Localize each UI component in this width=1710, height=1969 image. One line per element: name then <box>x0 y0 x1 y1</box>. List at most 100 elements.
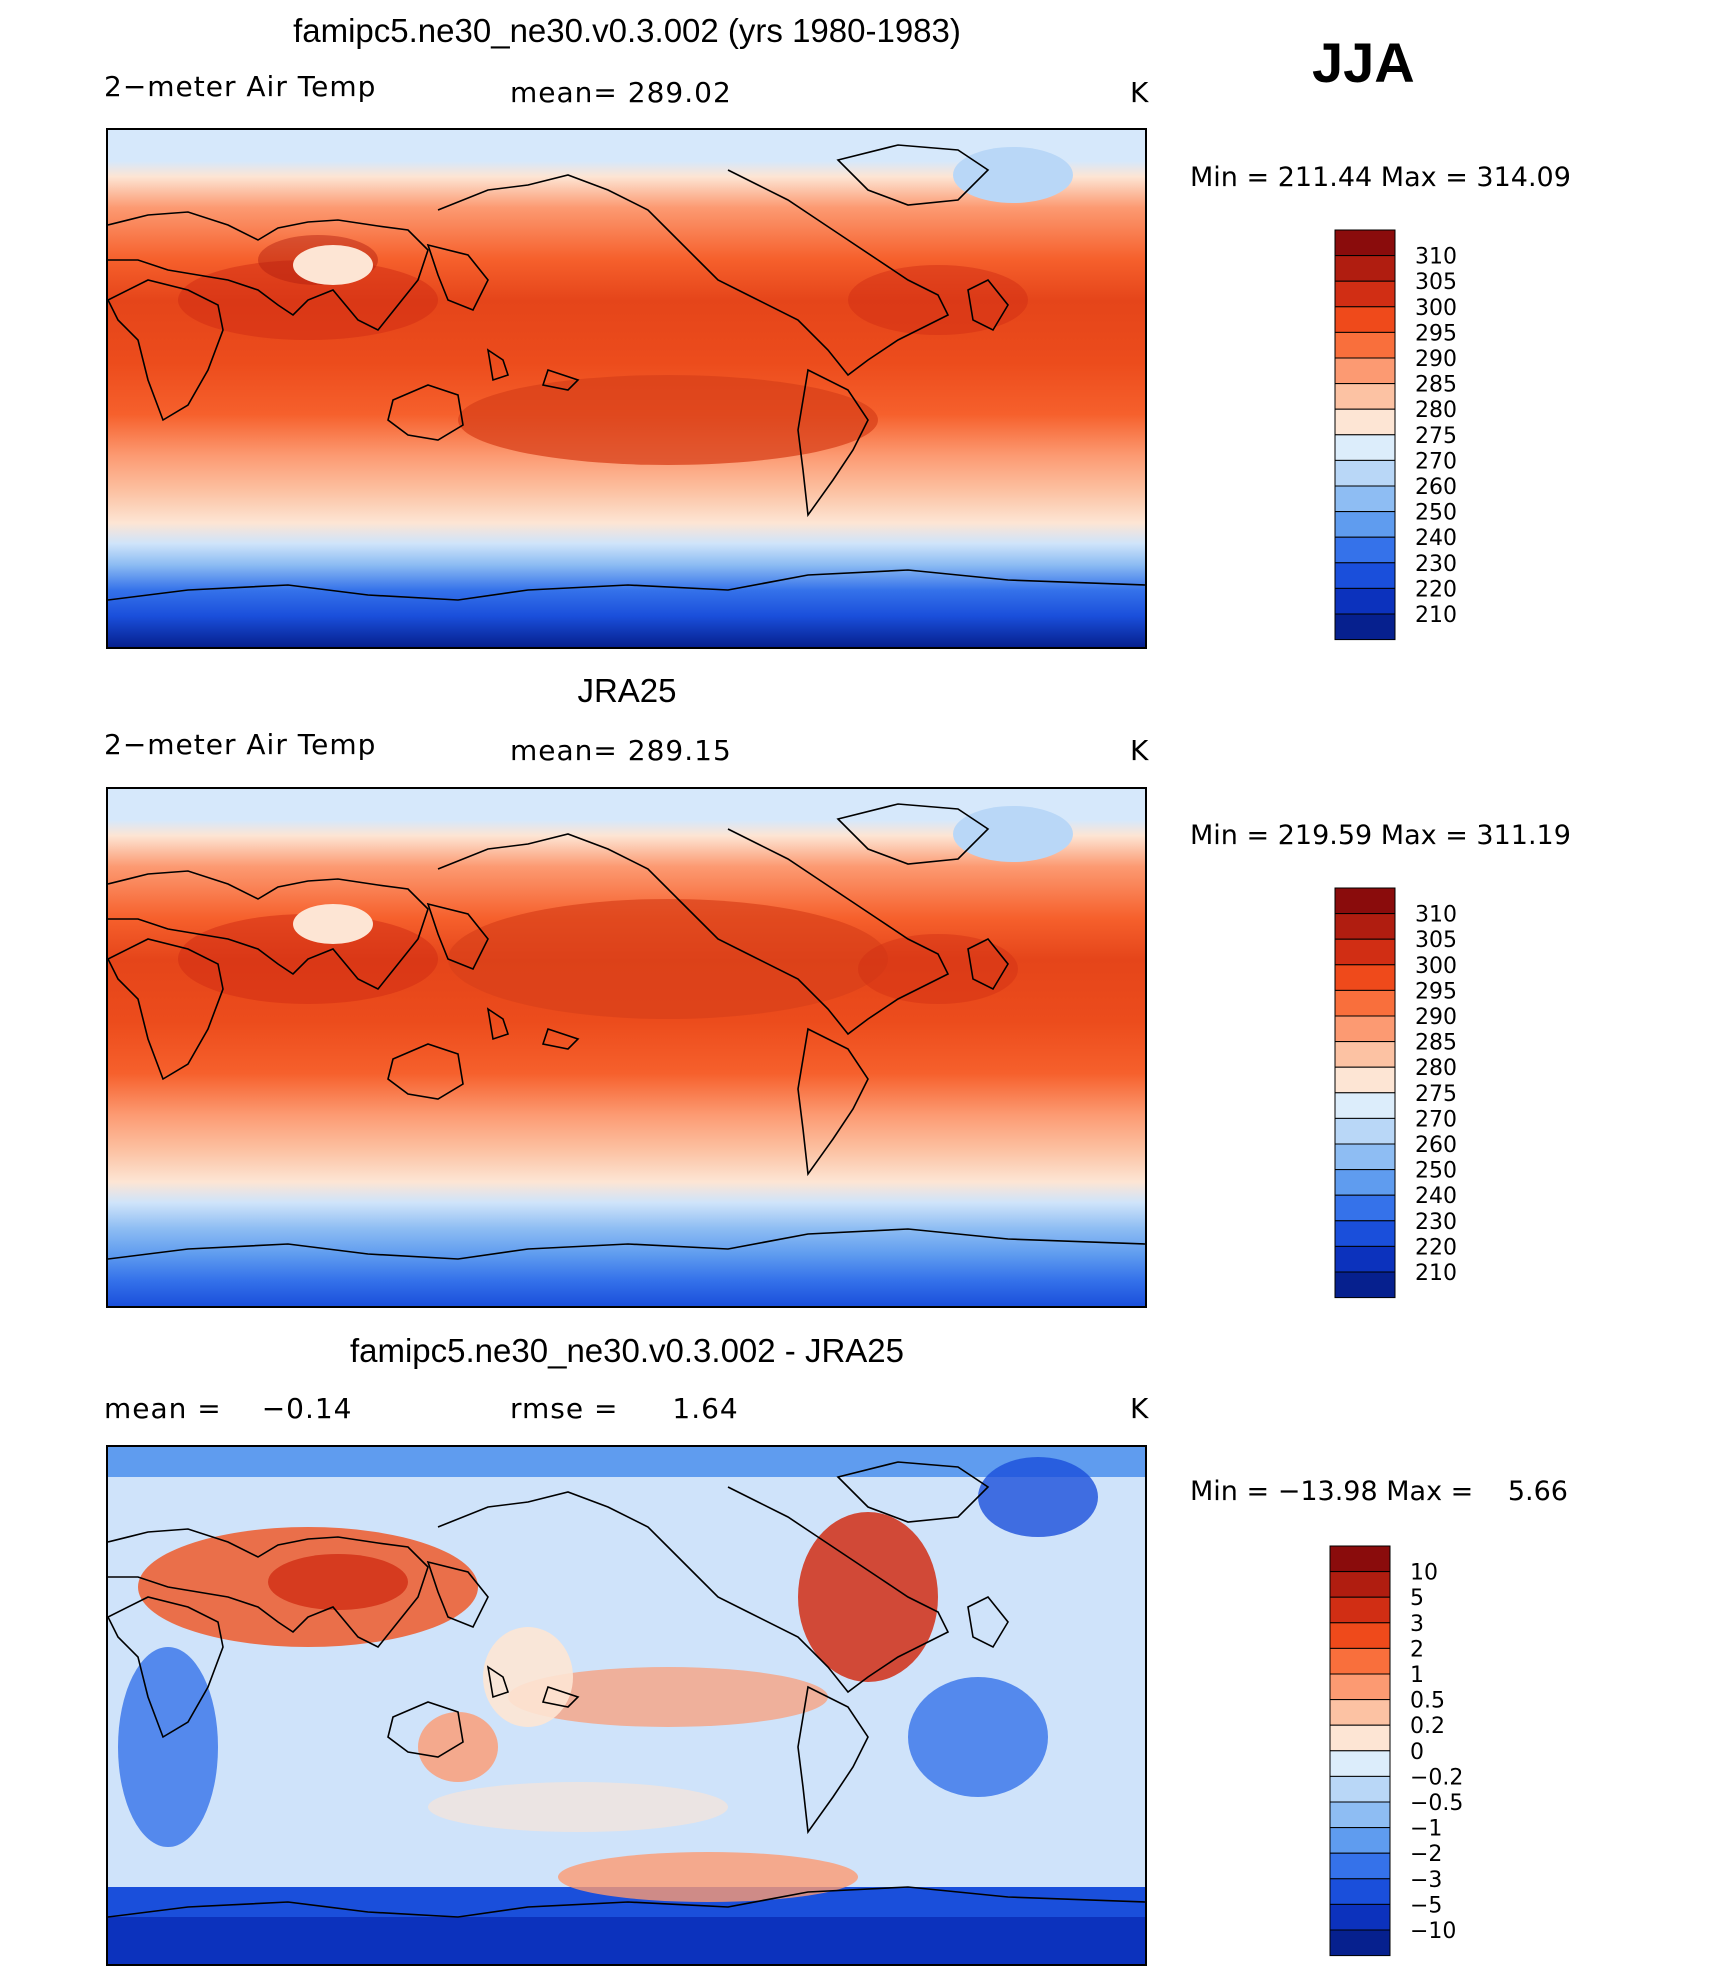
panel1-max-label: Max = <box>1380 162 1468 193</box>
colorbar-label-10: 250 <box>1415 501 1457 526</box>
colorbar-label-11: −2 <box>1410 1842 1442 1867</box>
panel1-map <box>106 128 1147 649</box>
colorbar-label-12: 230 <box>1415 552 1457 577</box>
colorbar-box-7 <box>1334 1066 1396 1094</box>
panel2-colorbar-svg: 3103053002952902852802752702602502402302… <box>1334 887 1457 1299</box>
colorbar-label-8: −0.2 <box>1410 1765 1463 1790</box>
colorbar-box-9 <box>1329 1775 1391 1803</box>
colorbar-box-1 <box>1334 255 1396 282</box>
colorbar-label-5: 285 <box>1415 1031 1457 1056</box>
colorbar-label-0: 10 <box>1410 1561 1438 1586</box>
panel1-colorbar-svg: 3103053002952902852802752702602502402302… <box>1334 229 1457 641</box>
colorbar-box-7 <box>1329 1724 1391 1752</box>
panel3-rmse: rmse = 1.64 <box>510 1392 739 1425</box>
colorbar-box-6 <box>1334 1041 1396 1068</box>
colorbar-label-2: 3 <box>1410 1612 1424 1637</box>
panel3-max-label: Max = <box>1386 1476 1474 1507</box>
colorbar-label-3: 295 <box>1415 321 1457 346</box>
colorbar-label-6: 280 <box>1415 398 1457 423</box>
panel3-rmse-label: rmse = <box>510 1392 619 1425</box>
panel2-units: K <box>1130 734 1150 767</box>
colorbar-box-9 <box>1334 459 1396 487</box>
colorbar-label-9: 260 <box>1415 475 1457 500</box>
panel1-min-label: Min = <box>1190 162 1270 193</box>
panel3-minmax: Min = −13.98 Max = 5.66 <box>1190 1476 1568 1507</box>
colorbar-box-13 <box>1329 1878 1391 1905</box>
colorbar-label-11: 240 <box>1415 526 1457 551</box>
panel2-min-label: Min = <box>1190 820 1270 851</box>
colorbar-label-13: 220 <box>1415 577 1457 602</box>
panel2-map <box>106 787 1147 1308</box>
panel3-colorbar: 10 5 3 2 1 0.5 0.2 0 −0.2 −0.5 −1 −2 −3 −5 −10 <box>1329 1545 1463 1958</box>
colorbar-box-15 <box>1334 613 1396 641</box>
colorbar-box-8 <box>1329 1750 1391 1777</box>
colorbar-box-11 <box>1334 1169 1396 1196</box>
panel3-max-value: 5.66 <box>1507 1476 1568 1507</box>
panel3-min-value: −13.98 <box>1277 1476 1378 1507</box>
colorbar-box-4 <box>1329 1647 1391 1675</box>
panel1-min-value: 211.44 <box>1277 162 1373 193</box>
panel2-minmax: Min = 219.59 Max = 311.19 <box>1190 820 1571 851</box>
colorbar-box-13 <box>1334 562 1396 589</box>
colorbar-box-0 <box>1334 229 1396 257</box>
colorbar-box-10 <box>1329 1801 1391 1829</box>
panel1-mean-value: 289.02 <box>627 76 732 109</box>
panel1-units: K <box>1130 76 1150 109</box>
colorbar-box-8 <box>1334 434 1396 461</box>
panel3-min-label: Min = <box>1190 1476 1270 1507</box>
panel1-max-value: 314.09 <box>1476 162 1571 193</box>
colorbar-box-9 <box>1334 1117 1396 1145</box>
colorbar-box-13 <box>1334 1220 1396 1247</box>
colorbar-label-13: −5 <box>1410 1893 1442 1918</box>
panel1-map-svg <box>108 130 1145 647</box>
colorbar-label-8: 270 <box>1415 1107 1457 1132</box>
colorbar-box-3 <box>1334 964 1396 991</box>
colorbar-box-10 <box>1334 1143 1396 1171</box>
colorbar-box-12 <box>1334 1194 1396 1222</box>
panel1-mean: mean= 289.02 <box>510 76 732 109</box>
colorbar-box-2 <box>1334 938 1396 966</box>
colorbar-box-3 <box>1334 306 1396 333</box>
colorbar-box-6 <box>1334 383 1396 410</box>
colorbar-label-7: 0 <box>1410 1740 1424 1765</box>
panel2-max-label: Max = <box>1380 820 1468 851</box>
panel1-mean-label: mean= <box>510 76 618 109</box>
colorbar-label-10: 250 <box>1415 1159 1457 1184</box>
colorbar-label-8: 270 <box>1415 449 1457 474</box>
panel2-mean-value: 289.15 <box>627 734 732 767</box>
colorbar-box-11 <box>1329 1827 1391 1854</box>
colorbar-box-5 <box>1334 1015 1396 1043</box>
panel1-variable: 2−meter Air Temp <box>104 70 377 103</box>
colorbar-label-4: 290 <box>1415 1005 1457 1030</box>
panel1-title: famipc5.ne30_ne30.v0.3.002 (yrs 1980-198… <box>293 12 961 49</box>
colorbar-box-5 <box>1334 357 1396 385</box>
colorbar-label-14: 210 <box>1415 1261 1457 1286</box>
panel2-variable: 2−meter Air Temp <box>104 728 377 761</box>
colorbar-box-14 <box>1334 1245 1396 1273</box>
colorbar-label-3: 295 <box>1415 979 1457 1004</box>
colorbar-box-12 <box>1329 1852 1391 1880</box>
panel2-colorbar: 310 305 300 295 290 285 280 275 270 260 250 240 230 2… <box>1334 887 1457 1300</box>
colorbar-label-5: 0.5 <box>1410 1689 1445 1714</box>
colorbar-label-6: 0.2 <box>1410 1714 1445 1739</box>
colorbar-label-9: 260 <box>1415 1133 1457 1158</box>
panel1-minmax: Min = 211.44 Max = 314.09 <box>1190 162 1571 193</box>
colorbar-label-4: 1 <box>1410 1663 1424 1688</box>
panel2-mean: mean= 289.15 <box>510 734 732 767</box>
panel2-max-value: 311.19 <box>1476 820 1571 851</box>
panel3-mean-value: −0.14 <box>261 1392 353 1425</box>
colorbar-label-10: −1 <box>1410 1817 1442 1842</box>
colorbar-box-0 <box>1329 1545 1391 1573</box>
colorbar-box-5 <box>1329 1673 1391 1701</box>
panel3-mean: mean = −0.14 <box>104 1392 353 1425</box>
colorbar-label-2: 300 <box>1415 954 1457 979</box>
panel2-mean-label: mean= <box>510 734 618 767</box>
colorbar-label-0: 310 <box>1415 245 1457 270</box>
colorbar-box-12 <box>1334 536 1396 564</box>
panel3-map-svg <box>108 1447 1145 1964</box>
colorbar-box-14 <box>1329 1903 1391 1931</box>
panel3-units: K <box>1130 1392 1150 1425</box>
colorbar-label-1: 305 <box>1415 270 1457 295</box>
colorbar-box-3 <box>1329 1622 1391 1649</box>
